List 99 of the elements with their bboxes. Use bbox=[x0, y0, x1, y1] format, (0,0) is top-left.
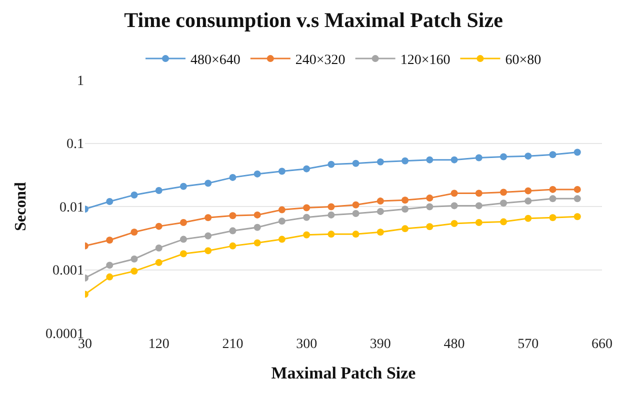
point bbox=[376, 158, 384, 166]
y-tick-label: 0.1 bbox=[66, 137, 84, 152]
point bbox=[254, 224, 261, 231]
point bbox=[402, 196, 409, 204]
point bbox=[524, 214, 532, 222]
point bbox=[180, 182, 187, 190]
y-tick-label: 0.001 bbox=[52, 264, 84, 279]
point bbox=[229, 227, 236, 234]
point bbox=[549, 195, 556, 202]
point bbox=[376, 198, 384, 205]
point bbox=[524, 152, 532, 160]
x-tick-label: 570 bbox=[518, 337, 539, 352]
point bbox=[204, 232, 212, 240]
point bbox=[574, 186, 581, 193]
y-tick-label: 0.01 bbox=[60, 200, 84, 216]
point bbox=[254, 239, 261, 246]
x-tick-label: 300 bbox=[296, 337, 318, 352]
chart-title: Time consumption v.s Maximal Patch Size bbox=[124, 8, 503, 32]
point bbox=[229, 174, 236, 181]
point bbox=[328, 211, 335, 218]
y-tick-label: 1 bbox=[77, 74, 84, 89]
point bbox=[303, 214, 310, 221]
x-tick-label: 210 bbox=[222, 337, 244, 352]
legend-label: 60×80 bbox=[505, 53, 542, 68]
point bbox=[180, 218, 187, 226]
point bbox=[229, 242, 236, 250]
point bbox=[450, 220, 458, 228]
point bbox=[549, 186, 556, 193]
point bbox=[402, 206, 409, 213]
point bbox=[303, 204, 310, 212]
point bbox=[524, 187, 532, 194]
point bbox=[352, 230, 360, 238]
point bbox=[303, 231, 310, 238]
point bbox=[500, 200, 508, 207]
legend-label: 480×640 bbox=[190, 53, 240, 68]
point bbox=[426, 223, 434, 230]
point bbox=[450, 190, 458, 197]
point bbox=[574, 213, 581, 220]
point bbox=[426, 203, 434, 210]
point bbox=[180, 250, 187, 258]
point bbox=[155, 259, 162, 266]
point bbox=[106, 236, 114, 244]
x-tick-label: 390 bbox=[370, 337, 391, 352]
point bbox=[278, 236, 286, 243]
point bbox=[402, 225, 409, 232]
point bbox=[155, 244, 162, 252]
point bbox=[254, 170, 261, 178]
point bbox=[475, 190, 482, 197]
point bbox=[303, 165, 310, 172]
point bbox=[402, 157, 409, 164]
point bbox=[204, 180, 212, 187]
point bbox=[426, 194, 434, 202]
point bbox=[130, 268, 138, 275]
point bbox=[426, 156, 434, 164]
x-tick-label: 30 bbox=[78, 337, 92, 352]
point bbox=[500, 218, 508, 226]
point bbox=[204, 214, 212, 222]
point bbox=[574, 148, 581, 156]
x-tick-label: 120 bbox=[148, 337, 170, 352]
point bbox=[475, 202, 482, 210]
point bbox=[155, 187, 162, 194]
point bbox=[549, 151, 556, 158]
legend-label: 240×320 bbox=[295, 53, 346, 68]
point bbox=[106, 198, 114, 205]
point bbox=[130, 192, 138, 198]
point bbox=[328, 203, 335, 210]
point bbox=[328, 160, 335, 168]
point bbox=[500, 153, 508, 160]
point bbox=[450, 202, 458, 210]
point bbox=[180, 236, 187, 243]
point bbox=[574, 195, 581, 202]
point bbox=[278, 218, 286, 225]
point bbox=[500, 188, 508, 196]
point bbox=[376, 208, 384, 215]
point bbox=[278, 206, 286, 214]
point bbox=[475, 154, 482, 162]
point bbox=[549, 214, 556, 222]
y-axis-title: Second bbox=[12, 182, 30, 231]
x-tick-label: 660 bbox=[592, 337, 612, 352]
point bbox=[130, 228, 138, 236]
point bbox=[106, 273, 114, 280]
point bbox=[204, 247, 212, 254]
x-axis-title: Maximal Patch Size bbox=[271, 363, 416, 382]
point bbox=[352, 210, 360, 217]
point bbox=[106, 262, 114, 269]
legend-label: 120×160 bbox=[400, 53, 450, 68]
x-tick-label: 480 bbox=[444, 337, 465, 352]
point bbox=[450, 156, 458, 164]
point bbox=[278, 168, 286, 175]
point bbox=[475, 218, 482, 226]
point bbox=[155, 222, 162, 230]
point bbox=[328, 230, 335, 238]
point bbox=[229, 212, 236, 220]
point bbox=[376, 228, 384, 236]
point bbox=[130, 255, 138, 262]
point bbox=[524, 198, 532, 205]
point bbox=[352, 201, 360, 208]
point bbox=[352, 160, 360, 167]
point bbox=[254, 211, 261, 218]
